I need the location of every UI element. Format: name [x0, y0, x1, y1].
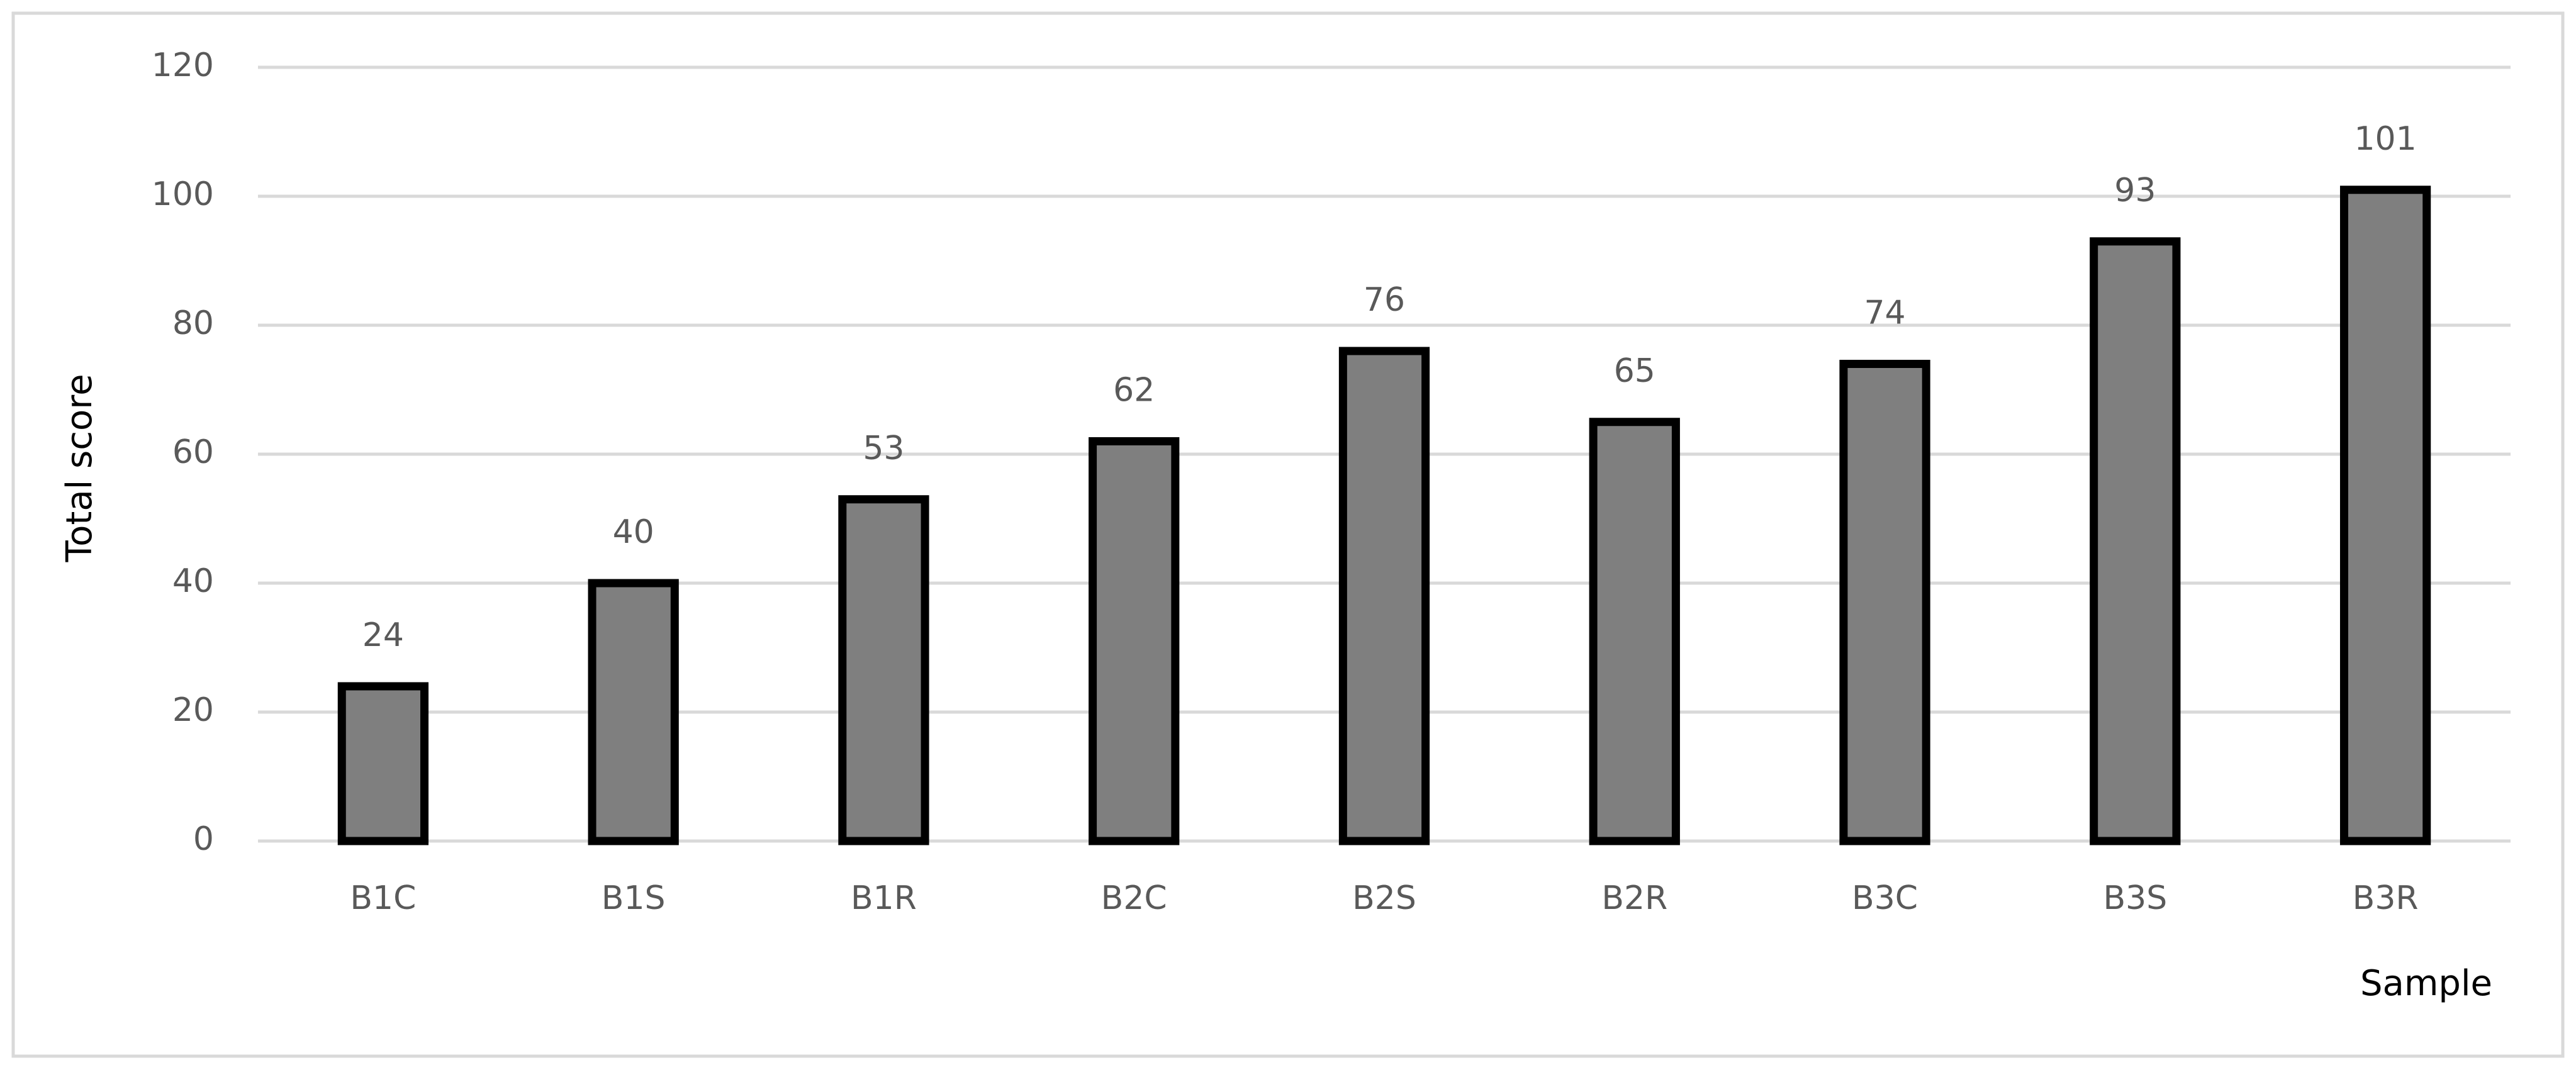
bar	[838, 495, 929, 845]
y-tick-label: 100	[152, 176, 214, 213]
x-tick-label: B3C	[1852, 879, 1918, 917]
x-tick-label: B3R	[2353, 879, 2419, 917]
data-label: 62	[1113, 372, 1155, 410]
data-label: 93	[2114, 172, 2156, 209]
data-label: 24	[362, 616, 404, 654]
bar	[1089, 437, 1180, 845]
data-label: 76	[1364, 281, 1405, 319]
x-tick-label: B3S	[2103, 879, 2167, 917]
x-tick-label: B1R	[851, 879, 917, 917]
x-tick-label: B2C	[1101, 879, 1167, 917]
bar	[1338, 347, 1430, 845]
data-label: 65	[1614, 352, 1655, 390]
y-tick-label: 0	[193, 820, 214, 858]
y-tick-label: 40	[172, 562, 214, 600]
y-tick-label: 120	[152, 47, 214, 84]
bar	[2090, 237, 2181, 845]
data-label: 40	[613, 513, 654, 551]
bar	[1589, 418, 1680, 845]
x-tick-label: B1C	[350, 879, 416, 917]
x-tick-label: B1S	[602, 879, 666, 917]
x-axis-title: Sample	[2360, 963, 2492, 1004]
data-label: 53	[863, 430, 904, 467]
bar	[1839, 360, 1930, 845]
y-tick-label: 80	[172, 304, 214, 342]
bar	[2339, 186, 2431, 845]
bar	[337, 682, 429, 845]
data-label: 74	[1864, 294, 1905, 332]
data-label: 101	[2354, 120, 2416, 158]
x-tick-label: B2S	[1352, 879, 1416, 917]
y-tick-label: 60	[172, 433, 214, 471]
x-tick-label: B2R	[1601, 879, 1667, 917]
y-axis-title: Total score	[59, 374, 100, 562]
bar	[588, 579, 679, 845]
y-tick-label: 20	[172, 691, 214, 729]
